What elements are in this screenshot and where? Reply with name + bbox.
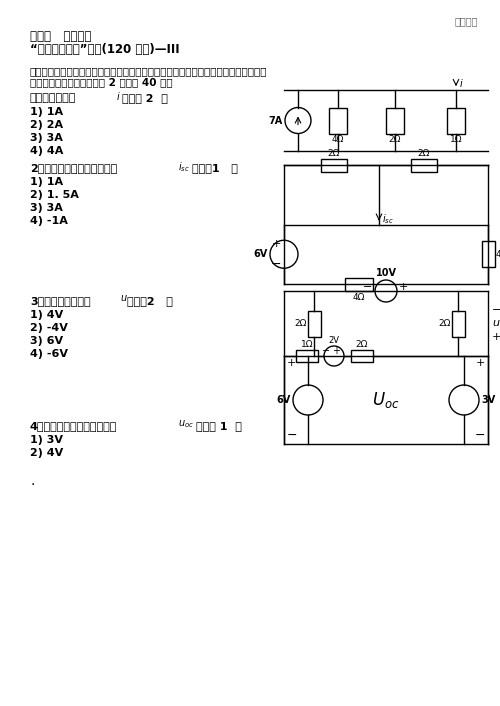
Text: 等于（1   ）: 等于（1 ） [192, 163, 238, 173]
Text: +: + [332, 346, 340, 356]
Text: 4) -6V: 4) -6V [30, 349, 68, 359]
Text: $i_{sc}$: $i_{sc}$ [382, 213, 394, 227]
Text: 4) -1A: 4) -1A [30, 216, 68, 226]
Text: −: − [287, 429, 298, 442]
Text: +: + [272, 239, 281, 249]
Text: −: − [270, 258, 281, 270]
Text: 3) 3A: 3) 3A [30, 133, 63, 143]
Text: 2、图示单口网络的短路电流: 2、图示单口网络的短路电流 [30, 163, 117, 173]
Bar [482, 241, 494, 268]
Text: +: + [399, 282, 408, 292]
Text: 3) 6V: 3) 6V [30, 336, 63, 346]
Text: 1) 1A: 1) 1A [30, 107, 63, 117]
Text: $u$: $u$ [492, 318, 500, 328]
Text: +: + [476, 358, 485, 368]
Text: 单项选择题（在每个小题的四个备选答案中，选出一个正确答案，并将正确答案的号码: 单项选择题（在每个小题的四个备选答案中，选出一个正确答案，并将正确答案的号码 [30, 66, 268, 76]
Text: 4、图示单口网络的开路电压: 4、图示单口网络的开路电压 [30, 421, 118, 431]
Text: 2V: 2V [328, 336, 340, 345]
Text: 等于（ 2  ）: 等于（ 2 ） [122, 93, 168, 103]
Bar [308, 311, 320, 337]
Text: 4Ω: 4Ω [496, 250, 500, 259]
Text: 4) 4A: 4) 4A [30, 146, 64, 156]
Text: 3) 3A: 3) 3A [30, 203, 63, 213]
Text: $U_{oc}$: $U_{oc}$ [372, 390, 400, 410]
Text: 2) 2A: 2) 2A [30, 120, 63, 130]
Text: 4Ω: 4Ω [332, 136, 344, 145]
Text: 2) 1. 5A: 2) 1. 5A [30, 190, 79, 200]
Text: 3、图示电路中电压: 3、图示电路中电压 [30, 296, 90, 306]
Bar [296, 350, 318, 362]
Text: 1Ω: 1Ω [301, 340, 313, 349]
Bar [321, 159, 347, 172]
Text: 2Ω: 2Ω [389, 136, 401, 145]
Bar [411, 159, 437, 172]
Text: 6V: 6V [277, 395, 291, 405]
Text: 6V: 6V [254, 249, 268, 259]
Text: −: − [322, 346, 330, 356]
Text: −: − [492, 306, 500, 316]
Text: $i$: $i$ [459, 77, 464, 89]
Text: 1) 1A: 1) 1A [30, 177, 63, 187]
Bar [345, 277, 373, 290]
Text: 填入提干的括号内。每小题 2 分，共 40 分）: 填入提干的括号内。每小题 2 分，共 40 分） [30, 77, 172, 87]
Text: 2Ω: 2Ω [418, 148, 430, 157]
Text: 1) 4V: 1) 4V [30, 310, 63, 320]
Text: +: + [492, 332, 500, 342]
Text: 4Ω: 4Ω [353, 292, 365, 301]
Text: $i_{sc}$: $i_{sc}$ [178, 160, 190, 174]
Text: −: − [474, 429, 485, 442]
Text: 10V: 10V [376, 268, 396, 278]
Text: 2Ω: 2Ω [356, 340, 368, 349]
Text: 精品文档: 精品文档 [454, 16, 478, 26]
Text: “电路分析基础”试题(120 分钟)—III: “电路分析基础”试题(120 分钟)—III [30, 43, 180, 56]
Text: .: . [30, 474, 34, 488]
Text: $i$: $i$ [116, 90, 120, 102]
Bar [386, 107, 404, 133]
Bar [329, 107, 347, 133]
Bar [351, 350, 373, 362]
Text: +: + [287, 358, 296, 368]
Text: 2) -4V: 2) -4V [30, 323, 68, 333]
Bar [452, 311, 464, 337]
Text: 1Ω: 1Ω [450, 136, 462, 145]
Text: 等于（ 1  ）: 等于（ 1 ） [196, 421, 242, 431]
Text: 1) 3V: 1) 3V [30, 435, 63, 445]
Text: 7A: 7A [269, 116, 283, 126]
Text: 2) 4V: 2) 4V [30, 448, 63, 458]
Text: 图示电路中电流: 图示电路中电流 [30, 93, 76, 103]
Text: 等于（2   ）: 等于（2 ） [127, 296, 173, 306]
Text: $u$: $u$ [120, 293, 128, 303]
Text: 试题库   薛永培作: 试题库 薛永培作 [30, 30, 92, 43]
Bar [447, 107, 465, 133]
Text: 2Ω: 2Ω [294, 319, 306, 328]
Text: 2Ω: 2Ω [328, 148, 340, 157]
Text: $u_{oc}$: $u_{oc}$ [178, 418, 194, 430]
Text: −: − [362, 282, 372, 292]
Text: 2Ω: 2Ω [438, 319, 450, 328]
Text: 3V: 3V [481, 395, 495, 405]
